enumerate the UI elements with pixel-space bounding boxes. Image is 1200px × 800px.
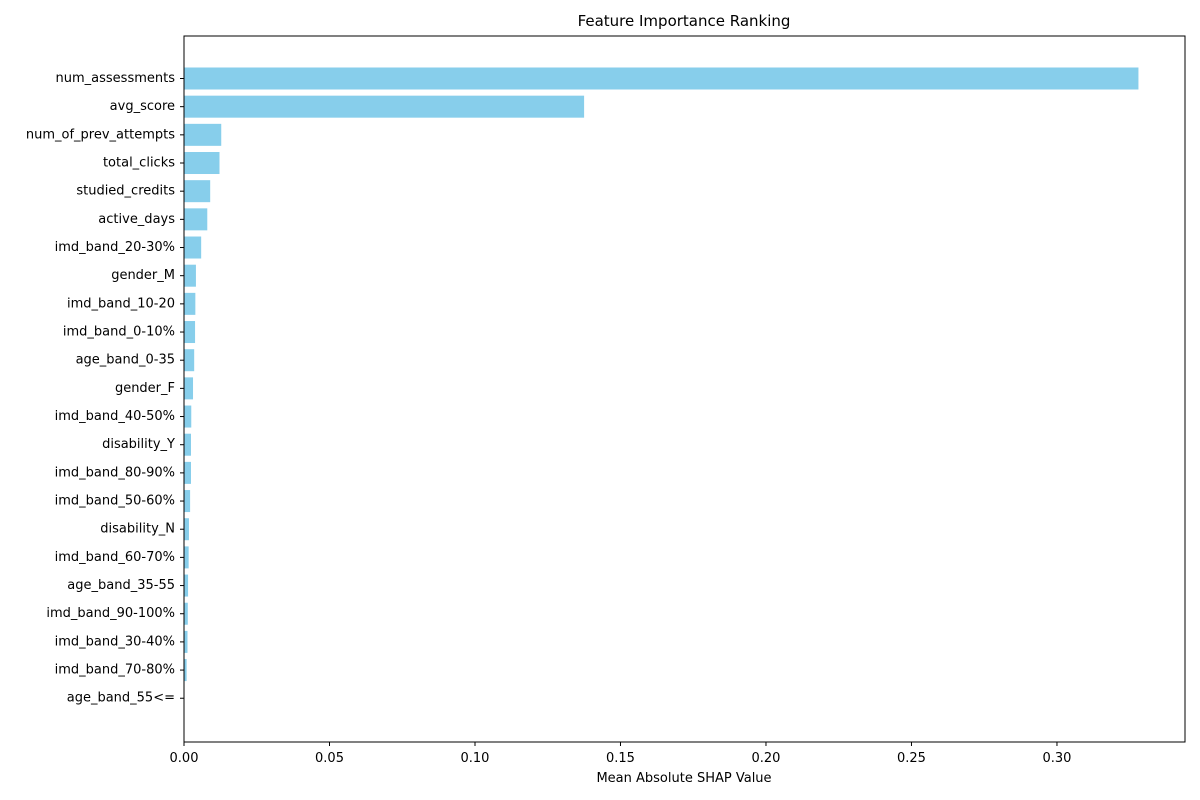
bar-21 <box>184 659 187 682</box>
x-tick-label-5: 0.25 <box>897 751 926 766</box>
bar-17 <box>184 546 189 569</box>
y-tick-label-19: imd_band_90-100% <box>46 606 175 621</box>
bar-16 <box>184 518 189 541</box>
y-tick-label-10: age_band_0-35 <box>76 353 175 368</box>
bar-0 <box>184 67 1139 90</box>
y-tick-label-1: avg_score <box>110 99 175 114</box>
y-tick-label-6: imd_band_20-30% <box>55 240 175 255</box>
y-tick-label-13: disability_Y <box>102 437 175 452</box>
y-tick-label-12: imd_band_40-50% <box>55 409 175 424</box>
bar-20 <box>184 630 188 653</box>
bar-19 <box>184 602 188 625</box>
y-tick-label-21: imd_band_70-80% <box>55 663 175 678</box>
bars-layer <box>184 67 1139 710</box>
bar-9 <box>184 321 196 344</box>
y-tick-label-16: disability_N <box>100 522 175 537</box>
bar-14 <box>184 461 191 484</box>
bar-2 <box>184 123 222 146</box>
bar-12 <box>184 405 192 428</box>
x-tick-label-3: 0.15 <box>606 751 635 766</box>
x-tick-label-6: 0.30 <box>1042 751 1071 766</box>
bar-6 <box>184 236 202 259</box>
x-tick-label-1: 0.05 <box>315 751 344 766</box>
x-axis-title: Mean Absolute SHAP Value <box>596 771 771 786</box>
bar-4 <box>184 180 211 203</box>
bar-3 <box>184 152 220 175</box>
bar-15 <box>184 490 191 513</box>
bar-11 <box>184 377 194 400</box>
y-tick-label-11: gender_F <box>115 381 175 396</box>
bar-7 <box>184 264 196 287</box>
y-tick-label-9: imd_band_0-10% <box>63 325 175 340</box>
y-tick-label-8: imd_band_10-20 <box>67 296 175 311</box>
y-tick-label-7: gender_M <box>111 268 175 283</box>
y-tick-label-15: imd_band_50-60% <box>55 494 175 509</box>
x-tick-label-0: 0.00 <box>170 751 199 766</box>
y-tick-label-5: active_days <box>98 212 175 227</box>
plot-frame <box>183 35 1186 743</box>
y-tick-label-17: imd_band_60-70% <box>55 550 175 565</box>
x-tick-label-4: 0.20 <box>752 751 781 766</box>
bar-13 <box>184 433 191 456</box>
chart-title: Feature Importance Ranking <box>578 12 791 30</box>
y-tick-label-20: imd_band_30-40% <box>55 634 175 649</box>
y-tick-label-3: total_clicks <box>103 156 175 171</box>
y-tick-label-14: imd_band_80-90% <box>55 465 175 480</box>
y-tick-label-22: age_band_55<= <box>67 691 175 706</box>
bar-18 <box>184 574 189 597</box>
y-tick-label-2: num_of_prev_attempts <box>26 127 175 142</box>
y-tick-label-4: studied_credits <box>76 184 175 199</box>
x-tick-label-2: 0.10 <box>461 751 490 766</box>
y-tick-label-18: age_band_35-55 <box>67 578 175 593</box>
bar-10 <box>184 349 195 372</box>
bar-1 <box>184 95 585 118</box>
y-tick-label-0: num_assessments <box>56 71 176 86</box>
bar-8 <box>184 292 196 315</box>
y-axis-ticks: num_assessments avg_score num_of_prev_atte… <box>26 71 184 706</box>
bar-5 <box>184 208 208 231</box>
x-axis-ticks: 0.00 0.05 0.10 0.15 0.20 0.25 0.30 <box>170 742 1071 766</box>
